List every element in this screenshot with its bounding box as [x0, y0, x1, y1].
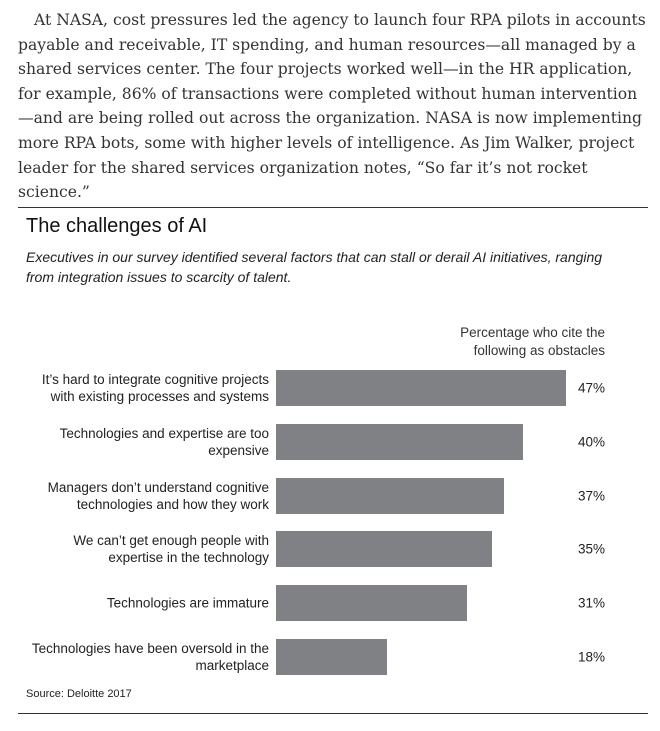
category-label: Managers don’t understand cognitive tech… [47, 480, 269, 512]
value-label: 35% [577, 541, 605, 557]
chart-title: The challenges of AI [26, 215, 208, 237]
bar [276, 639, 388, 675]
bottom-divider [18, 713, 648, 714]
value-label: 40% [577, 434, 605, 450]
category-label: Technologies have been oversold in the m… [31, 641, 269, 673]
value-label: 18% [577, 649, 605, 665]
bar [276, 370, 566, 406]
chart-source: Source: Deloitte 2017 [26, 688, 132, 700]
value-label: 31% [577, 595, 605, 611]
bar [276, 585, 468, 621]
category-label: Technologies are immature [106, 595, 269, 611]
bar [276, 424, 523, 460]
bar [276, 531, 492, 567]
category-label: We can’t get enough people with expertis… [73, 533, 269, 565]
category-label: It’s hard to integrate cognitive project… [41, 372, 269, 404]
body-paragraph: At NASA, cost pressures led the agency t… [18, 11, 646, 202]
chart-subtitle: Executives in our survey identified seve… [26, 249, 603, 285]
bar [276, 478, 505, 514]
category-label: Technologies and expertise are too expen… [59, 426, 269, 458]
value-header: Percentage who cite the following as obs… [460, 325, 605, 358]
top-divider [18, 207, 648, 208]
value-label: 47% [577, 380, 605, 396]
value-label: 37% [577, 488, 605, 504]
